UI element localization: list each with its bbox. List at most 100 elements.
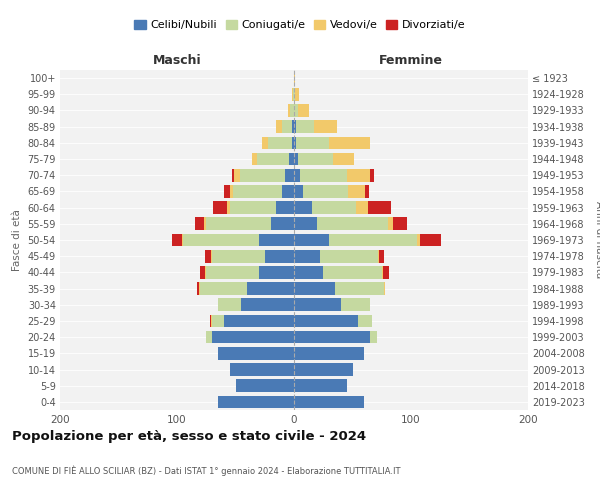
Bar — [205, 250, 211, 262]
Bar — [348, 185, 365, 198]
Bar — [277, 202, 294, 214]
Bar — [247, 282, 294, 295]
Bar — [304, 185, 348, 198]
Bar — [252, 152, 257, 166]
Bar — [347, 169, 370, 181]
Bar — [294, 234, 329, 246]
Bar — [292, 120, 294, 133]
Bar — [329, 234, 417, 246]
Bar — [235, 380, 294, 392]
Bar — [383, 266, 389, 278]
Bar — [298, 152, 332, 166]
Bar — [294, 72, 295, 85]
Bar — [218, 347, 294, 360]
Text: Popolazione per età, sesso e stato civile - 2024: Popolazione per età, sesso e stato civil… — [12, 430, 366, 443]
Bar — [212, 331, 294, 344]
Bar — [332, 152, 353, 166]
Text: COMUNE DI FIÈ ALLO SCILIAR (BZ) - Dati ISTAT 1° gennaio 2024 - Elaborazione TUTT: COMUNE DI FIÈ ALLO SCILIAR (BZ) - Dati I… — [12, 465, 401, 475]
Bar — [197, 282, 199, 295]
Bar — [294, 380, 347, 392]
Bar — [194, 218, 204, 230]
Bar — [294, 282, 335, 295]
Bar — [320, 250, 378, 262]
Bar — [294, 298, 341, 311]
Bar — [230, 363, 294, 376]
Bar — [293, 88, 294, 101]
Bar — [370, 169, 374, 181]
Bar — [417, 234, 421, 246]
Bar — [230, 185, 233, 198]
Y-axis label: Fasce di età: Fasce di età — [12, 209, 22, 271]
Bar — [204, 218, 206, 230]
Bar — [182, 234, 183, 246]
Bar — [378, 250, 379, 262]
Bar — [259, 234, 294, 246]
Bar — [172, 234, 182, 246]
Bar — [211, 314, 212, 328]
Bar — [298, 104, 309, 117]
Bar — [356, 202, 368, 214]
Bar — [294, 250, 320, 262]
Bar — [259, 266, 294, 278]
Bar — [295, 88, 299, 101]
Bar — [233, 185, 283, 198]
Bar — [283, 185, 294, 198]
Bar — [294, 88, 295, 101]
Bar — [294, 169, 300, 181]
Bar — [388, 218, 394, 230]
Text: Femmine: Femmine — [379, 54, 443, 67]
Bar — [365, 185, 369, 198]
Bar — [294, 363, 353, 376]
Bar — [212, 314, 224, 328]
Bar — [206, 331, 212, 344]
Bar — [421, 234, 442, 246]
Bar — [317, 218, 388, 230]
Bar — [257, 152, 289, 166]
Legend: Celibi/Nubili, Coniugati/e, Vedovi/e, Divorziati/e: Celibi/Nubili, Coniugati/e, Vedovi/e, Di… — [130, 16, 470, 35]
Bar — [379, 250, 384, 262]
Bar — [218, 298, 241, 311]
Bar — [294, 185, 304, 198]
Bar — [211, 250, 212, 262]
Bar — [277, 120, 283, 133]
Bar — [218, 396, 294, 408]
Bar — [368, 202, 391, 214]
Bar — [292, 136, 294, 149]
Bar — [213, 202, 227, 214]
Bar — [268, 136, 292, 149]
Bar — [262, 136, 268, 149]
Bar — [329, 136, 370, 149]
Bar — [294, 120, 296, 133]
Y-axis label: Anni di nascita: Anni di nascita — [595, 202, 600, 278]
Bar — [294, 266, 323, 278]
Bar — [235, 169, 240, 181]
Bar — [240, 169, 284, 181]
Bar — [288, 104, 290, 117]
Bar — [230, 202, 277, 214]
Bar — [394, 218, 407, 230]
Bar — [206, 266, 259, 278]
Bar — [199, 282, 200, 295]
Bar — [300, 169, 347, 181]
Bar — [314, 120, 337, 133]
Bar — [341, 298, 370, 311]
Bar — [294, 218, 317, 230]
Bar — [335, 282, 384, 295]
Bar — [241, 298, 294, 311]
Bar — [200, 282, 247, 295]
Bar — [370, 331, 377, 344]
Bar — [296, 120, 314, 133]
Bar — [382, 266, 383, 278]
Bar — [183, 234, 259, 246]
Bar — [294, 202, 311, 214]
Bar — [227, 202, 230, 214]
Bar — [294, 152, 298, 166]
Bar — [296, 136, 329, 149]
Bar — [294, 347, 364, 360]
Bar — [224, 314, 294, 328]
Bar — [224, 185, 230, 198]
Bar — [284, 169, 294, 181]
Bar — [205, 266, 206, 278]
Bar — [294, 136, 296, 149]
Bar — [294, 314, 358, 328]
